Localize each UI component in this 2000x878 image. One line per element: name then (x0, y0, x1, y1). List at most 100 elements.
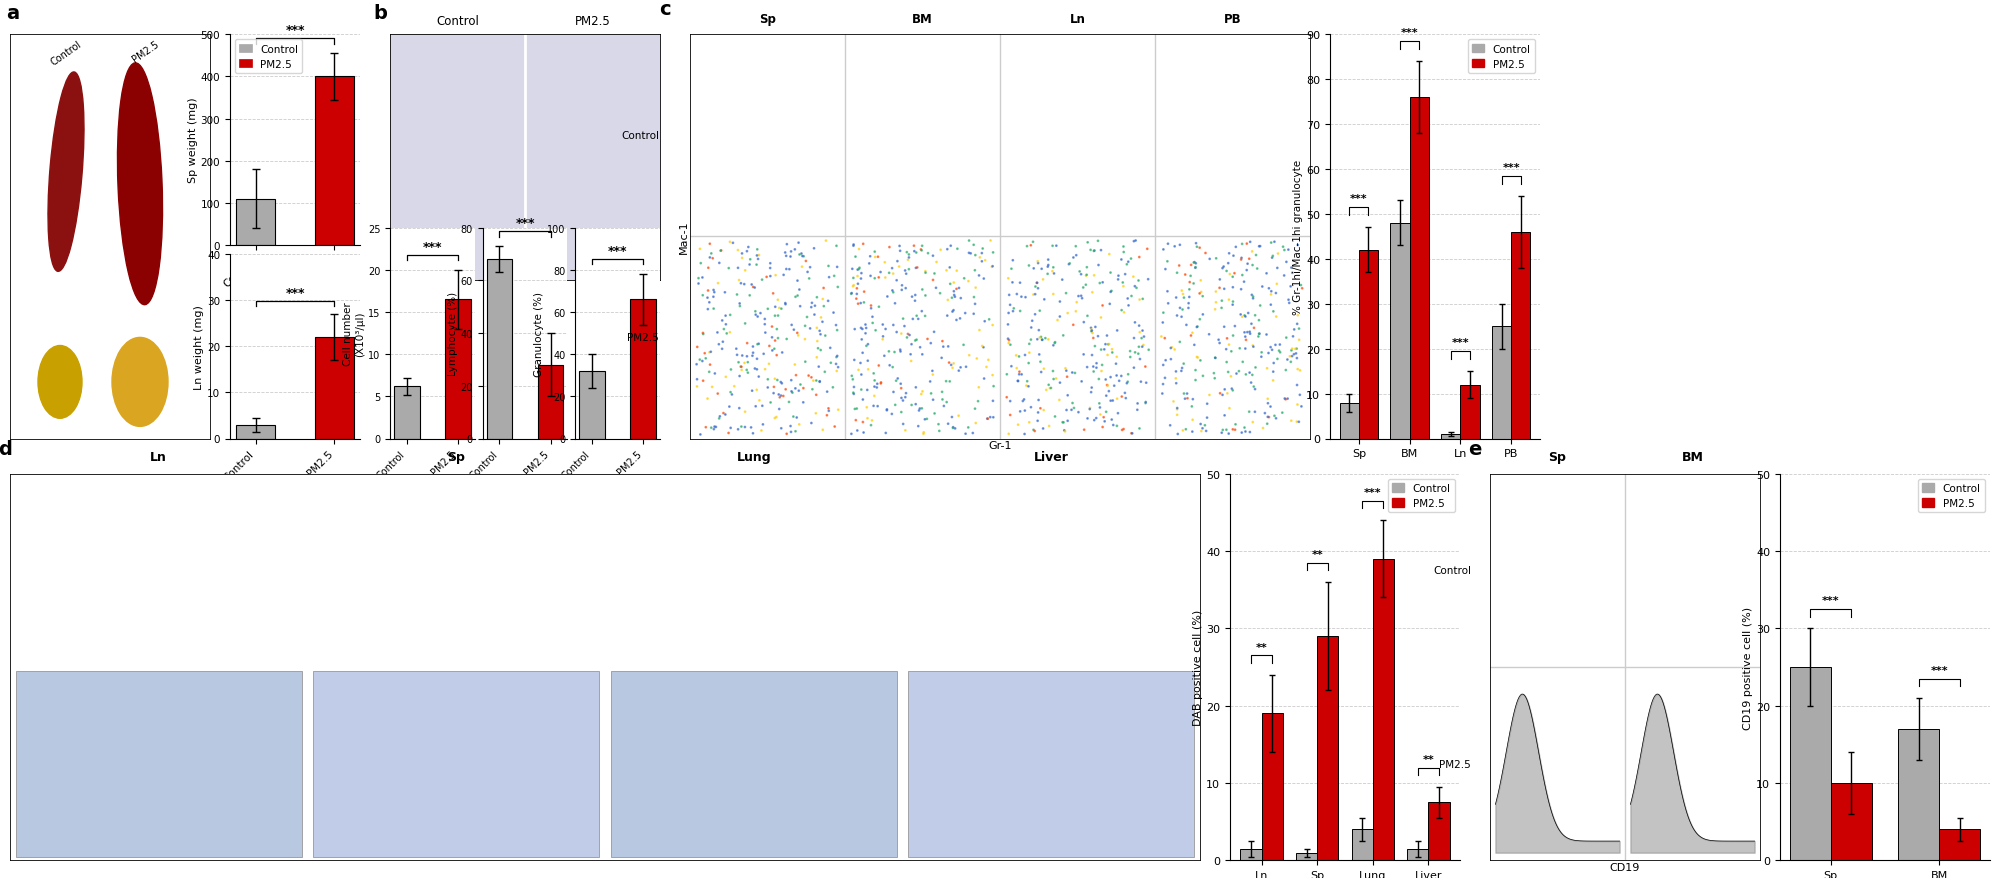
Point (1214, 247, 1246, 261)
Point (1272, 243, 1304, 257)
Point (1022, 546, 1054, 560)
Point (862, 359, 894, 373)
Point (1096, 476, 1128, 490)
Point (848, 608, 880, 623)
Point (868, 255, 900, 270)
Point (698, 565, 730, 579)
Point (1178, 615, 1210, 630)
Point (962, 395, 994, 409)
Point (1226, 595, 1258, 609)
Point (950, 306, 982, 320)
Point (1200, 475, 1232, 489)
Point (1222, 594, 1254, 608)
Point (1234, 405, 1266, 419)
Point (1090, 406, 1122, 420)
Point (928, 340, 960, 354)
Point (740, 258, 772, 272)
Bar (1790, 667, 1830, 860)
Point (894, 456, 926, 470)
Point (1172, 594, 1204, 608)
Point (1158, 446, 1190, 460)
Point (1226, 522, 1258, 536)
Y-axis label: DAB positive cell (%): DAB positive cell (%) (1194, 609, 1204, 725)
Point (802, 481, 834, 495)
Point (1050, 425, 1082, 439)
Point (902, 547, 934, 561)
Point (932, 501, 964, 515)
Point (804, 375, 836, 389)
Point (1202, 444, 1234, 458)
Point (1118, 361, 1150, 375)
Point (688, 604, 720, 618)
Point (1228, 542, 1260, 556)
Point (1088, 602, 1120, 616)
Point (872, 290, 904, 304)
Point (734, 593, 766, 607)
Point (1228, 276, 1260, 290)
Point (1046, 416, 1078, 430)
Point (818, 532, 850, 546)
Point (1282, 378, 1314, 392)
Point (844, 609, 876, 623)
Point (882, 457, 914, 471)
Point (1268, 609, 1300, 623)
Point (1198, 628, 1230, 642)
Point (1110, 583, 1142, 597)
Point (716, 607, 748, 621)
Point (746, 418, 778, 432)
Point (752, 302, 784, 316)
Point (1098, 419, 1130, 433)
Point (928, 465, 960, 479)
Point (816, 614, 848, 628)
Point (938, 277, 970, 291)
Point (804, 343, 836, 357)
Point (1162, 569, 1194, 583)
Point (960, 468, 992, 482)
Point (880, 374, 912, 388)
Point (1050, 597, 1082, 611)
Point (1156, 469, 1188, 483)
Point (890, 503, 922, 517)
Point (1280, 342, 1312, 356)
Point (1256, 466, 1288, 480)
Text: ***: *** (1452, 337, 1470, 348)
Point (1010, 577, 1042, 591)
Point (1170, 583, 1202, 597)
Point (914, 375, 946, 389)
Point (1236, 565, 1268, 579)
Point (840, 536, 872, 550)
Point (808, 299, 840, 313)
Point (1108, 246, 1140, 260)
Point (1214, 584, 1246, 598)
Point (1286, 464, 1318, 478)
Point (1038, 372, 1070, 386)
Point (956, 547, 988, 561)
Point (1008, 488, 1040, 502)
Point (888, 611, 920, 625)
Point (1196, 545, 1228, 559)
Point (862, 601, 894, 615)
Point (892, 443, 924, 457)
Point (1110, 268, 1142, 282)
Point (1126, 332, 1158, 346)
Point (1040, 500, 1072, 515)
Point (680, 515, 712, 529)
Point (1002, 503, 1034, 517)
Point (1128, 596, 1160, 610)
Point (1222, 448, 1254, 462)
Point (1260, 597, 1292, 611)
Point (684, 599, 716, 613)
Point (1214, 402, 1246, 416)
Point (1060, 305, 1092, 319)
Point (944, 291, 976, 306)
Point (798, 560, 830, 574)
Point (778, 589, 810, 603)
Point (1036, 627, 1068, 641)
Point (1238, 341, 1270, 355)
Point (1150, 555, 1182, 569)
Point (878, 509, 910, 523)
Point (1050, 623, 1082, 637)
Point (1208, 611, 1240, 625)
Point (1240, 579, 1272, 593)
Point (1106, 370, 1138, 384)
